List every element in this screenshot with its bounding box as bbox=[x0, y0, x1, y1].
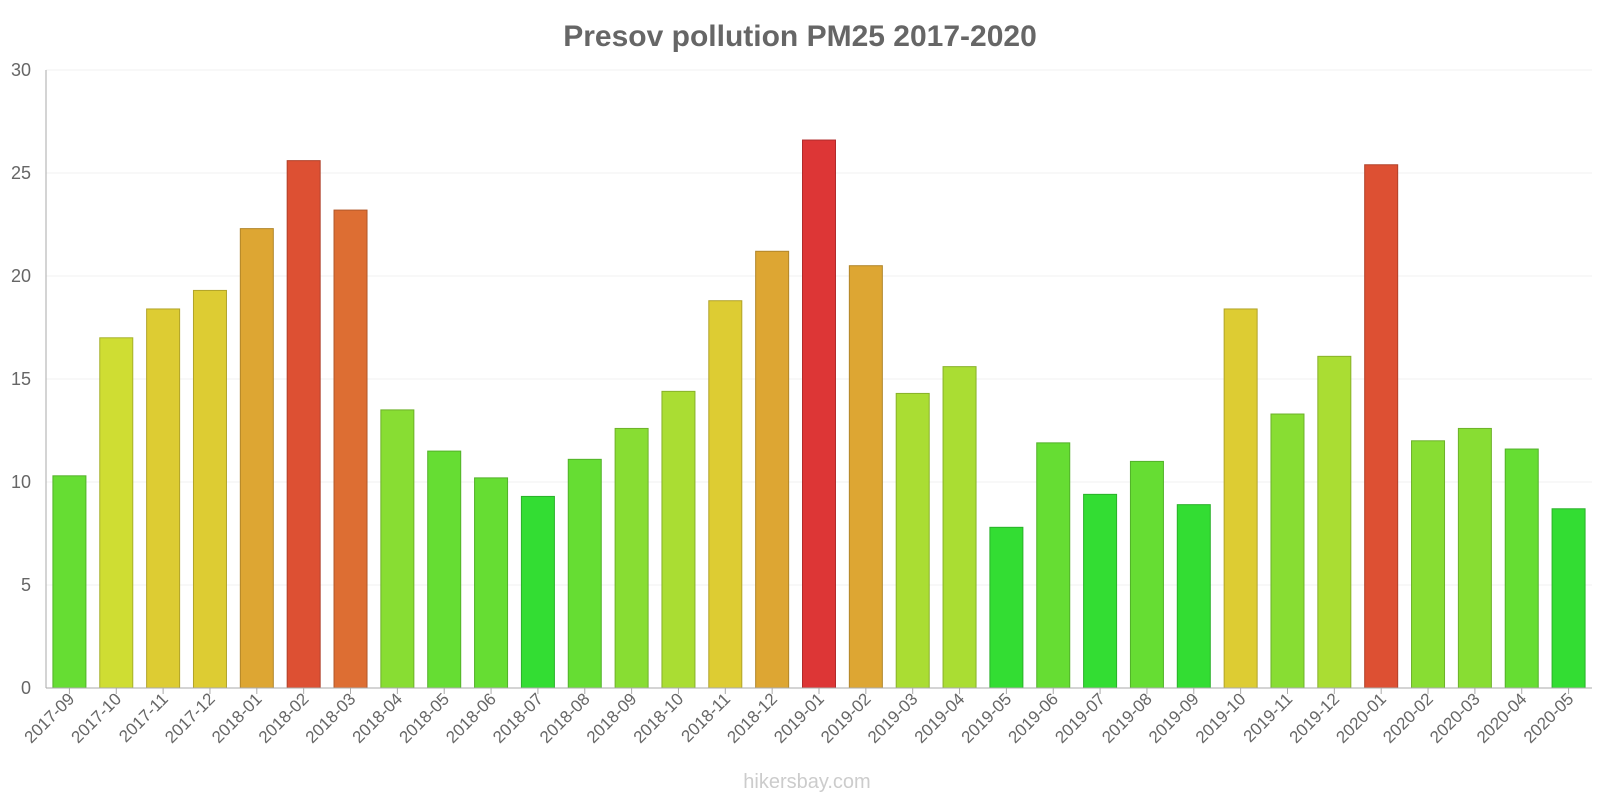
bar-2019-02[interactable] bbox=[848, 265, 883, 689]
bar-2017-12[interactable] bbox=[192, 289, 227, 689]
bar-2018-12[interactable] bbox=[755, 250, 790, 689]
x-tick-label: 2018-01 bbox=[208, 689, 266, 747]
bar-2018-11[interactable] bbox=[708, 300, 743, 689]
x-tick-label: 2018-03 bbox=[302, 689, 360, 747]
x-tick-label: 2019-03 bbox=[864, 689, 922, 747]
bar-2019-05[interactable] bbox=[989, 526, 1024, 689]
x-tick-label: 2018-07 bbox=[489, 689, 547, 747]
bar-2020-02[interactable] bbox=[1411, 440, 1446, 689]
bar-2019-01[interactable] bbox=[802, 139, 836, 689]
x-tick-label: 2019-10 bbox=[1192, 689, 1250, 747]
bar-2020-04[interactable] bbox=[1504, 448, 1539, 689]
chart-title: Presov pollution PM25 2017-2020 bbox=[563, 20, 1037, 53]
x-tick-label: 2018-02 bbox=[255, 689, 313, 747]
bar-2017-09[interactable] bbox=[52, 475, 87, 689]
x-tick-label: 2020-03 bbox=[1426, 689, 1484, 747]
bar-2019-08[interactable] bbox=[1129, 460, 1164, 689]
y-axis: 0 5 10 15 20 25 30 bbox=[11, 60, 47, 698]
x-tick-label: 2019-06 bbox=[1005, 689, 1063, 747]
x-tick-label: 2020-02 bbox=[1379, 689, 1437, 747]
x-tick-label: 2018-05 bbox=[395, 689, 453, 747]
x-tick-label: 2019-11 bbox=[1240, 689, 1297, 746]
bar-2017-10[interactable] bbox=[99, 337, 134, 689]
bar-2018-04[interactable] bbox=[380, 409, 415, 689]
x-axis: 2017-092017-102017-112017-122018-012018-… bbox=[21, 687, 1592, 747]
y-tick-label: 30 bbox=[11, 60, 31, 80]
x-tick-label: 2017-10 bbox=[68, 689, 126, 747]
bar-2019-04[interactable] bbox=[942, 366, 977, 689]
x-tick-label: 2017-12 bbox=[161, 689, 219, 747]
x-tick-label: 2018-06 bbox=[442, 689, 500, 747]
bar-2018-02[interactable] bbox=[286, 160, 321, 689]
x-tick-label: 2019-08 bbox=[1098, 689, 1156, 747]
x-tick-label: 2019-01 bbox=[770, 689, 828, 747]
bar-2018-07[interactable] bbox=[520, 495, 555, 689]
y-tick-label: 20 bbox=[11, 266, 31, 286]
x-tick-label: 2018-12 bbox=[723, 689, 781, 747]
bar-2019-07[interactable] bbox=[1083, 493, 1118, 689]
y-tick-label: 15 bbox=[11, 369, 31, 389]
x-tick-label: 2018-11 bbox=[677, 689, 734, 746]
bar-2019-03[interactable] bbox=[895, 392, 930, 689]
bar-2017-11[interactable] bbox=[146, 308, 181, 689]
x-tick-label: 2019-02 bbox=[817, 689, 875, 747]
bars bbox=[52, 139, 1586, 689]
watermark: hikersbay.com bbox=[743, 771, 870, 793]
x-tick-label: 2020-01 bbox=[1332, 689, 1390, 747]
bar-2019-12[interactable] bbox=[1317, 355, 1352, 689]
bar-2020-05[interactable] bbox=[1551, 508, 1586, 689]
bar-2018-01[interactable] bbox=[239, 228, 274, 689]
x-tick-label: 2020-04 bbox=[1473, 689, 1531, 747]
x-tick-label: 2017-11 bbox=[115, 689, 172, 746]
x-tick-label: 2018-10 bbox=[630, 689, 688, 747]
y-tick-label: 0 bbox=[21, 678, 31, 698]
bar-2019-11[interactable] bbox=[1270, 413, 1305, 689]
bar-2018-08[interactable] bbox=[567, 458, 602, 689]
bar-2018-06[interactable] bbox=[474, 477, 509, 689]
bar-2018-03[interactable] bbox=[333, 209, 368, 689]
bar-2019-06[interactable] bbox=[1036, 442, 1071, 689]
bar-2018-05[interactable] bbox=[427, 450, 462, 689]
bar-2019-10[interactable] bbox=[1223, 308, 1258, 689]
x-tick-label: 2018-04 bbox=[349, 689, 407, 747]
bar-2020-03[interactable] bbox=[1457, 427, 1492, 689]
x-tick-label: 2019-12 bbox=[1286, 689, 1344, 747]
bar-2020-01[interactable] bbox=[1364, 164, 1399, 689]
x-tick-label: 2019-07 bbox=[1051, 689, 1109, 747]
x-tick-label: 2019-09 bbox=[1145, 689, 1203, 747]
x-tick-label: 2018-09 bbox=[583, 689, 641, 747]
bar-2019-09[interactable] bbox=[1176, 504, 1211, 689]
y-tick-label: 10 bbox=[11, 472, 31, 492]
y-tick-label: 25 bbox=[11, 163, 31, 183]
x-tick-label: 2018-08 bbox=[536, 689, 594, 747]
x-tick-label: 2017-09 bbox=[21, 689, 79, 747]
x-tick-label: 2019-04 bbox=[911, 689, 969, 747]
bar-2018-10[interactable] bbox=[661, 390, 696, 689]
bar-2018-09[interactable] bbox=[614, 427, 649, 689]
x-tick-label: 2019-05 bbox=[958, 689, 1016, 747]
y-tick-label: 5 bbox=[21, 575, 31, 595]
x-tick-label: 2020-05 bbox=[1520, 689, 1578, 747]
